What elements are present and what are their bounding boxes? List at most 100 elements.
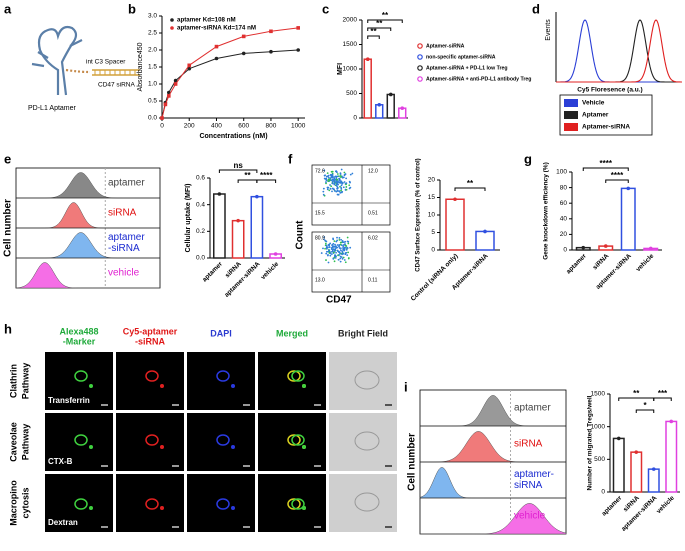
cell-signal	[302, 506, 306, 510]
scatter-dot	[325, 244, 328, 247]
y-tick-label: 500	[346, 90, 357, 97]
scatter-dot	[339, 191, 342, 194]
scatter-dot	[330, 179, 333, 182]
y-tick-label: 40	[560, 216, 568, 223]
scatter-dot	[340, 168, 343, 171]
point	[241, 51, 246, 56]
significance-label: **	[467, 179, 474, 188]
x-tick-label: 400	[211, 123, 222, 130]
scatter-dot	[333, 177, 336, 180]
quadrant-value: 0.51	[368, 210, 378, 216]
scatter-dot	[345, 251, 348, 254]
x-tick-label: vehicle	[260, 260, 281, 281]
scatter-dot	[329, 173, 332, 176]
scatter-dot	[333, 179, 336, 182]
bar	[612, 437, 625, 493]
bar	[213, 193, 226, 259]
scatter-dot	[330, 176, 333, 179]
legend-label: aptamer-siRNA Kd=174 nM	[177, 25, 256, 32]
histogram-label: aptamer	[108, 232, 145, 243]
bar-dot	[648, 246, 653, 251]
cell-signal	[231, 445, 235, 449]
x-tick-label: 200	[184, 123, 195, 130]
scatter-dot	[348, 184, 351, 187]
y-tick-label: 80	[560, 184, 568, 191]
histogram-curve	[556, 19, 683, 83]
scatter-dot	[333, 250, 336, 252]
scatter-dot	[329, 179, 331, 182]
scatter-dot	[327, 175, 329, 178]
cell-signal	[160, 445, 164, 449]
cell-signal	[89, 445, 93, 449]
y-axis-label: Cellular uptake (MFI)	[185, 184, 192, 253]
column-header: DAPI	[210, 328, 232, 338]
scatter-dot	[322, 247, 324, 250]
scatter-dot	[341, 240, 344, 242]
x-tick-label: vehicle	[655, 494, 676, 515]
cell-signal	[291, 498, 305, 510]
y-tick-label: 3.0	[148, 13, 157, 20]
scatter-dot	[338, 190, 341, 193]
cell-signal	[74, 370, 88, 382]
panel-label: d	[532, 1, 540, 16]
legend-swatch	[564, 123, 578, 131]
micrograph	[329, 474, 397, 532]
y-tick-label: 1000	[591, 423, 606, 430]
cell-signal	[302, 384, 306, 388]
scatter-dot	[325, 182, 327, 185]
y-tick-label: 1500	[343, 41, 358, 48]
scatter-dot	[330, 253, 333, 256]
cell-signal	[89, 506, 93, 510]
x-tick-label: aptamer	[565, 252, 588, 275]
significance-bracket	[605, 179, 629, 183]
scatter-dot	[322, 190, 325, 193]
cell-signal	[89, 384, 93, 388]
scatter-dot	[344, 173, 347, 175]
significance-label: *	[643, 401, 647, 410]
histogram-ridge	[420, 431, 566, 463]
scatter-dot	[340, 241, 343, 244]
scatter-dot	[338, 247, 341, 249]
panel-label: c	[322, 1, 329, 16]
scatter-dot	[333, 256, 336, 259]
cell-shadow	[354, 370, 380, 390]
panel-label: i	[404, 379, 408, 394]
legend-marker	[417, 43, 423, 49]
point	[167, 94, 171, 98]
scatter-dot	[328, 251, 331, 254]
row-label: Pathway	[20, 424, 30, 461]
scatter-dot	[340, 188, 343, 190]
significance-label: ****	[260, 171, 273, 180]
significance-label: **	[370, 27, 377, 36]
bar	[231, 219, 245, 259]
scatter-dot	[323, 236, 326, 238]
histogram-label: -siRNA	[108, 243, 140, 254]
scatter-dot	[323, 238, 325, 241]
y-tick-label: 2.5	[148, 30, 157, 37]
x-tick-label: aptamer	[201, 260, 224, 283]
significance-bracket	[237, 179, 258, 183]
marker-label: CTX-B	[48, 457, 73, 466]
scatter-dot	[336, 178, 339, 181]
significance-bracket	[618, 397, 655, 401]
column-header: Alexa488	[59, 326, 98, 336]
bar-dot	[273, 252, 278, 256]
x-tick-label: siRNA	[592, 252, 611, 271]
histogram-label: aptamer	[108, 178, 145, 189]
scatter-dot	[339, 257, 342, 260]
scatter-dot	[338, 178, 341, 181]
scatter-dot	[328, 243, 331, 246]
y-tick-label: 0	[563, 247, 567, 254]
bar-dot	[651, 467, 656, 471]
scatter-dot	[348, 180, 351, 183]
bar	[620, 187, 636, 251]
scatter-dot	[341, 241, 344, 244]
scatter-dot	[330, 185, 333, 188]
scatter-dot	[338, 245, 340, 248]
label: PD-L1 Aptamer	[28, 105, 77, 112]
cell-signal	[287, 498, 301, 510]
scatter-dot	[320, 252, 323, 254]
y-tick-label: 1000	[343, 66, 358, 73]
legend-label: Aptamer-siRNA	[582, 124, 630, 131]
scatter-dot	[327, 180, 330, 182]
